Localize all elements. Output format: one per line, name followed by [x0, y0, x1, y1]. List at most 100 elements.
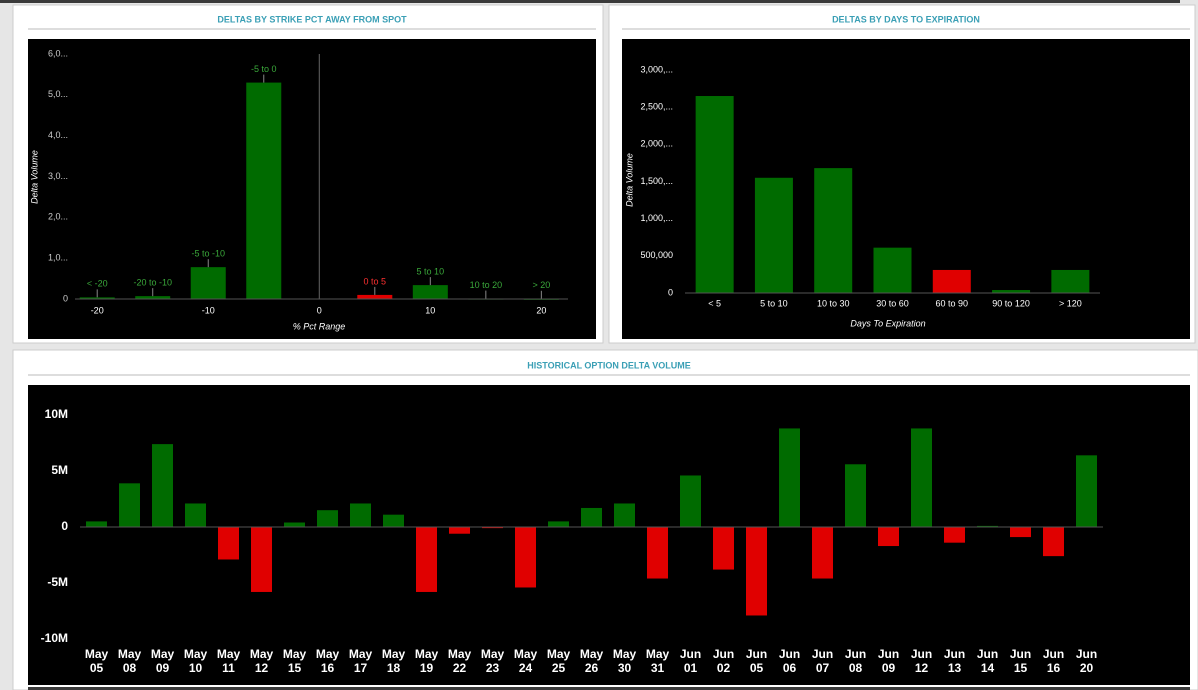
x-tick-label: Jun 05	[745, 647, 768, 675]
bar	[1051, 269, 1090, 293]
x-tick-label: May 30	[612, 647, 637, 675]
bar	[779, 428, 800, 527]
x-tick-label: -10	[202, 305, 215, 315]
y-tick-label: 2,000,...	[640, 139, 673, 149]
bar	[515, 527, 536, 588]
bar	[350, 503, 371, 527]
bottom-strip	[28, 687, 1190, 690]
bar	[152, 444, 173, 527]
bar	[218, 527, 239, 560]
panel-title: DELTAS BY DAYS TO EXPIRATION	[832, 14, 980, 24]
bar	[482, 527, 503, 529]
y-tick-label: 1,0...	[48, 253, 68, 263]
bar-label: -5 to 0	[251, 64, 277, 74]
bar	[911, 428, 932, 527]
x-tick-label: 10 to 30	[817, 298, 850, 308]
y-tick-label: 3,0...	[48, 171, 68, 181]
x-tick-label: Jun 14	[976, 647, 999, 675]
plot-area	[28, 39, 596, 339]
x-tick-label: Jun 13	[943, 647, 966, 675]
bar	[944, 527, 965, 543]
x-tick-label: 90 to 120	[992, 298, 1030, 308]
x-tick-label: May 31	[645, 647, 670, 675]
x-tick-label: May 15	[282, 647, 307, 675]
bar-label: -20 to -10	[133, 278, 172, 288]
bar	[812, 527, 833, 579]
bar	[416, 527, 437, 592]
bar	[1043, 527, 1064, 557]
x-tick-label: May 05	[84, 647, 109, 675]
bar	[135, 296, 171, 299]
bar	[581, 507, 602, 527]
bar-label: > 20	[532, 280, 550, 290]
y-tick-label: 0	[63, 293, 68, 303]
panel-title: HISTORICAL OPTION DELTA VOLUME	[527, 360, 691, 370]
bar	[932, 269, 971, 293]
y-tick-label: 4,0...	[48, 130, 68, 140]
bar-label: -5 to -10	[191, 249, 225, 259]
y-tick-label: 500,000	[640, 250, 673, 260]
x-tick-label: Jun 12	[910, 647, 933, 675]
bar	[1010, 527, 1031, 538]
bar	[251, 527, 272, 592]
x-tick-label: May 19	[414, 647, 439, 675]
bar-label: 0 to 5	[364, 276, 387, 286]
bar	[695, 96, 734, 294]
bar	[412, 285, 448, 299]
x-tick-label: May 26	[579, 647, 604, 675]
bar	[284, 522, 305, 527]
bar	[449, 527, 470, 534]
x-tick-label: Jun 08	[844, 647, 867, 675]
x-axis-label: % Pct Range	[293, 321, 346, 331]
y-tick-label: -5M	[47, 575, 68, 589]
x-tick-label: May 10	[183, 647, 208, 675]
bar	[1076, 455, 1097, 527]
x-tick-label: May 22	[447, 647, 472, 675]
bar-label: < -20	[87, 279, 108, 289]
panel-title: DELTAS BY STRIKE PCT AWAY FROM SPOT	[217, 14, 407, 24]
x-tick-label: May 08	[117, 647, 142, 675]
x-tick-label: < 5	[708, 298, 721, 308]
bar	[246, 82, 282, 299]
bar	[548, 521, 569, 527]
x-tick-label: May 17	[348, 647, 373, 675]
bar-label: 5 to 10	[417, 266, 445, 276]
x-tick-label: May 16	[315, 647, 340, 675]
x-tick-label: May 12	[249, 647, 274, 675]
y-axis-label: Delta Volume	[624, 153, 634, 207]
y-tick-label: 10M	[45, 407, 68, 421]
x-tick-label: 60 to 90	[936, 298, 969, 308]
x-tick-label: Jun 07	[811, 647, 834, 675]
top-strip	[0, 0, 1180, 3]
y-tick-label: 5,0...	[48, 89, 68, 99]
x-tick-label: 0	[317, 305, 322, 315]
y-axis-label: Delta Volume	[29, 150, 39, 204]
x-tick-label: May 18	[381, 647, 406, 675]
y-tick-label: 6,0...	[48, 48, 68, 58]
y-tick-label: 0	[668, 287, 673, 297]
x-tick-label: Jun 09	[877, 647, 900, 675]
bar	[845, 464, 866, 527]
bar	[746, 527, 767, 616]
x-tick-label: -20	[91, 305, 104, 315]
y-tick-label: 0	[61, 519, 68, 533]
x-tick-label: May 09	[150, 647, 175, 675]
x-tick-label: 30 to 60	[876, 298, 909, 308]
bar	[86, 521, 107, 527]
x-tick-label: Jun 16	[1042, 647, 1065, 675]
x-tick-label: 10	[425, 305, 435, 315]
y-tick-label: 1,000,...	[640, 213, 673, 223]
bar	[647, 527, 668, 579]
bar	[614, 503, 635, 527]
y-tick-label: 2,500,...	[640, 102, 673, 112]
bar	[185, 503, 206, 527]
bar	[317, 510, 338, 527]
bar	[190, 267, 226, 299]
bar	[977, 525, 998, 527]
bar	[357, 294, 393, 299]
x-tick-label: Jun 15	[1009, 647, 1032, 675]
x-tick-label: 5 to 10	[760, 298, 788, 308]
bar	[873, 247, 912, 293]
